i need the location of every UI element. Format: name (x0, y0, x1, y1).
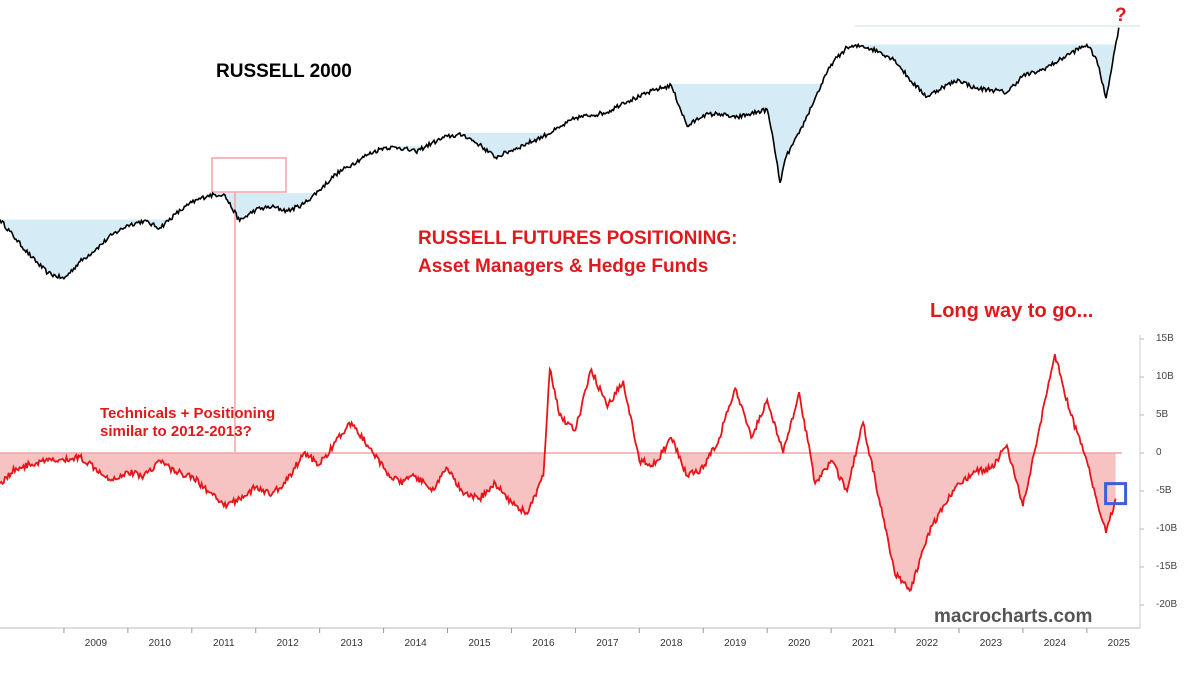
y-tick-label: -15B (1156, 561, 1178, 572)
x-tick-label: 2015 (468, 638, 491, 649)
x-tick-label: 2021 (851, 638, 875, 649)
positioning-title: RUSSELL FUTURES POSITIONING: (418, 228, 738, 249)
index-drawdown-shading (0, 27, 1119, 279)
russell-2000-line (0, 27, 1120, 280)
technicals-line-2: similar to 2012-2013? (100, 423, 252, 440)
y-tick-label: 0 (1156, 447, 1162, 458)
x-tick-label: 2011 (213, 638, 235, 649)
x-tick-label: 2012 (276, 638, 299, 649)
x-axis-ticks (63, 628, 1088, 633)
x-tick-label: 2023 (979, 638, 1003, 649)
y-tick-label: 10B (1156, 371, 1174, 382)
x-tick-label: 2009 (84, 638, 108, 649)
x-tick-label: 2016 (532, 638, 555, 649)
y-tick-label: -20B (1156, 599, 1178, 610)
positioning-subtitle: Asset Managers & Hedge Funds (418, 256, 709, 277)
y-axis-ticks (1140, 338, 1144, 606)
question-mark: ? (1115, 5, 1127, 26)
x-tick-label: 2017 (596, 638, 619, 649)
x-tick-label: 2018 (660, 638, 683, 649)
highlight-box-2012-2013 (211, 157, 287, 193)
long-way-annotation: Long way to go... (930, 300, 1094, 322)
x-tick-label: 2019 (724, 638, 747, 649)
x-tick-label: 2025 (1107, 638, 1130, 649)
y-tick-label: 5B (1156, 409, 1169, 420)
y-tick-label: -5B (1156, 485, 1172, 496)
positioning-area (0, 453, 1116, 591)
x-tick-label: 2022 (915, 638, 939, 649)
positioning-line (0, 354, 1117, 593)
x-tick-label: 2013 (340, 638, 363, 649)
x-tick-label: 2010 (148, 638, 171, 649)
index-drawdown-area (0, 27, 1119, 279)
technicals-annotation: Technicals + Positioning similar to 2012… (100, 405, 275, 441)
x-tick-label: 2024 (1043, 638, 1067, 649)
index-title: RUSSELL 2000 (216, 61, 352, 82)
technicals-line-1: Technicals + Positioning (100, 405, 276, 422)
latest-marker-box (1104, 482, 1128, 506)
y-tick-label: -10B (1156, 523, 1178, 534)
watermark: macrocharts.com (934, 606, 1093, 627)
x-tick-label: 2014 (404, 638, 427, 649)
x-tick-label: 2020 (787, 638, 811, 649)
negative-positioning-area (0, 453, 1116, 591)
y-tick-label: 15B (1156, 333, 1174, 344)
